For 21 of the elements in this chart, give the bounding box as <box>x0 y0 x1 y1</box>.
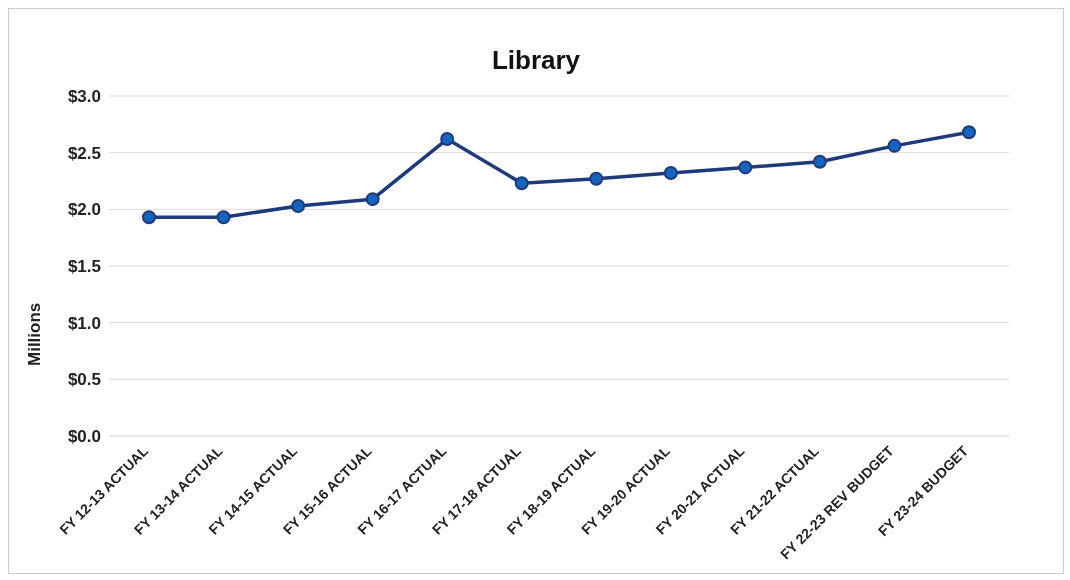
point <box>291 198 306 213</box>
y-axis-title: Millions <box>25 302 45 366</box>
point <box>589 171 604 186</box>
y-tick-label: $1.5 <box>67 257 101 277</box>
point <box>738 160 753 175</box>
point <box>663 166 678 181</box>
point <box>365 192 380 207</box>
y-tick-label: $2.0 <box>67 200 101 220</box>
y-tick-label: $1.0 <box>67 313 101 333</box>
chart-title: Library <box>490 45 582 76</box>
y-tick-label: $3.0 <box>67 87 101 107</box>
point <box>142 210 156 225</box>
point <box>514 176 529 191</box>
point <box>887 138 902 153</box>
y-tick-label: $2.5 <box>67 143 101 163</box>
point <box>962 125 976 140</box>
point <box>440 132 455 147</box>
y-tick-label: $0.5 <box>67 370 101 390</box>
point <box>812 154 827 169</box>
y-tick-label: $0.0 <box>67 427 101 447</box>
point <box>216 210 231 225</box>
